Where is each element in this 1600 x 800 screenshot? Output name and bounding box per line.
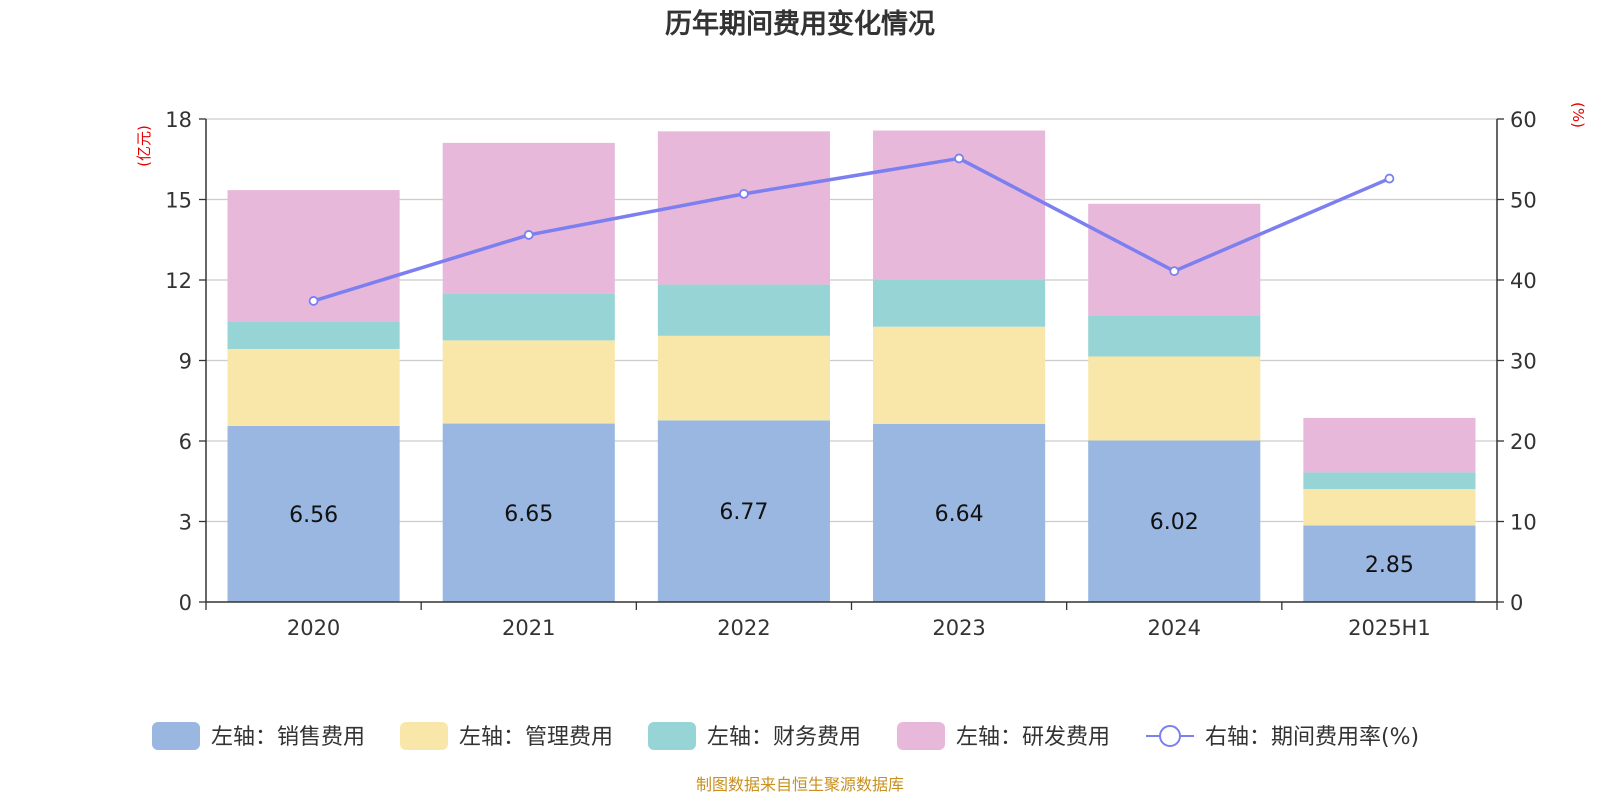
bar-segment	[1088, 356, 1261, 441]
bar-segment	[873, 280, 1046, 327]
legend-label: 左轴：财务费用	[707, 725, 861, 750]
x-tick-label: 2024	[1148, 616, 1201, 640]
bar-value-label: 6.02	[1150, 510, 1199, 535]
rate-line	[313, 156, 1391, 303]
bar-value-label: 2.85	[1365, 553, 1414, 578]
bar-value-label: 6.56	[289, 503, 338, 528]
left-tick-label: 15	[165, 189, 192, 213]
right-tick-label: 30	[1510, 350, 1537, 374]
bar-value-label: 6.65	[504, 502, 553, 527]
bar-segment	[227, 348, 400, 426]
bar-segment	[1088, 440, 1261, 602]
left-tick-label: 18	[165, 108, 192, 132]
bar-series	[227, 130, 1476, 602]
bar-segment	[1303, 525, 1476, 602]
x-tick-label: 2025H1	[1348, 616, 1431, 640]
legend-line-marker	[1159, 725, 1181, 747]
left-tick-label: 6	[179, 430, 192, 454]
rate-point	[308, 296, 319, 306]
bar-segment	[873, 423, 1046, 602]
rate-point	[1384, 173, 1395, 184]
bar-segment	[657, 131, 830, 285]
legend-swatch	[897, 722, 945, 750]
rate-point	[954, 153, 964, 164]
axes: 0 3 6 9 12 15 18 0 10 20 30 40 50 60 2020 2021 2022 2023 2…	[165, 108, 1536, 640]
right-tick-label: 50	[1510, 189, 1537, 213]
bar-segment	[442, 142, 615, 294]
x-tick-label: 2022	[717, 616, 770, 640]
legend-label: 左轴：管理费用	[459, 725, 613, 750]
bar-segment	[657, 284, 830, 336]
bar-segment	[227, 425, 400, 602]
left-tick-label: 12	[165, 269, 192, 293]
bar-segment	[657, 335, 830, 421]
x-tick-label: 2020	[287, 616, 340, 640]
left-tick-label: 0	[179, 591, 192, 615]
rate-point	[739, 188, 749, 199]
bar-segment	[1088, 315, 1261, 357]
grid-lines	[206, 118, 1497, 523]
bar-value-label: 6.64	[935, 502, 984, 527]
bar-segment	[1303, 472, 1476, 490]
bar-segment	[1303, 417, 1476, 473]
legend-label: 左轴：研发费用	[956, 725, 1110, 750]
bar-segment	[442, 340, 615, 424]
left-axis-unit: (亿元)	[135, 125, 153, 167]
x-tick-label: 2021	[502, 616, 555, 640]
x-tick-label: 2023	[932, 616, 985, 640]
bar-segment	[442, 293, 615, 341]
right-tick-label: 60	[1510, 108, 1537, 132]
legend-swatch	[648, 722, 696, 750]
data-labels: 6.56 6.65 6.77 6.64 6.02 2.85	[289, 500, 1414, 578]
legend-label: 右轴：期间费用率(%)	[1205, 725, 1419, 750]
bar-segment	[873, 130, 1046, 280]
legend-swatch	[400, 722, 448, 750]
legend-swatch	[152, 722, 200, 750]
bar-segment	[1303, 489, 1476, 526]
bar-segment	[442, 423, 615, 602]
right-tick-label: 40	[1510, 269, 1537, 293]
rate-point	[1169, 266, 1180, 277]
right-tick-label: 0	[1510, 591, 1523, 615]
left-tick-label: 3	[179, 511, 192, 535]
bar-segment	[227, 321, 400, 349]
chart-title: 历年期间费用变化情况	[665, 8, 935, 40]
right-tick-label: 20	[1510, 430, 1537, 454]
bar-segment	[873, 326, 1046, 424]
legend: 左轴：销售费用 左轴：管理费用 左轴：财务费用 左轴：研发费用 右轴：期间费用率(%)	[152, 722, 1419, 750]
bar-segment	[1088, 203, 1261, 316]
legend-label: 左轴：销售费用	[211, 725, 365, 750]
left-tick-label: 9	[179, 350, 192, 374]
rate-point	[523, 230, 534, 240]
source-note: 制图数据来自恒生聚源数据库	[696, 775, 904, 794]
bar-segment	[657, 420, 830, 602]
bar-value-label: 6.77	[719, 500, 768, 525]
right-axis-unit: (%)	[1569, 102, 1587, 128]
right-tick-label: 10	[1510, 511, 1537, 535]
rate-line-series	[308, 153, 1395, 306]
